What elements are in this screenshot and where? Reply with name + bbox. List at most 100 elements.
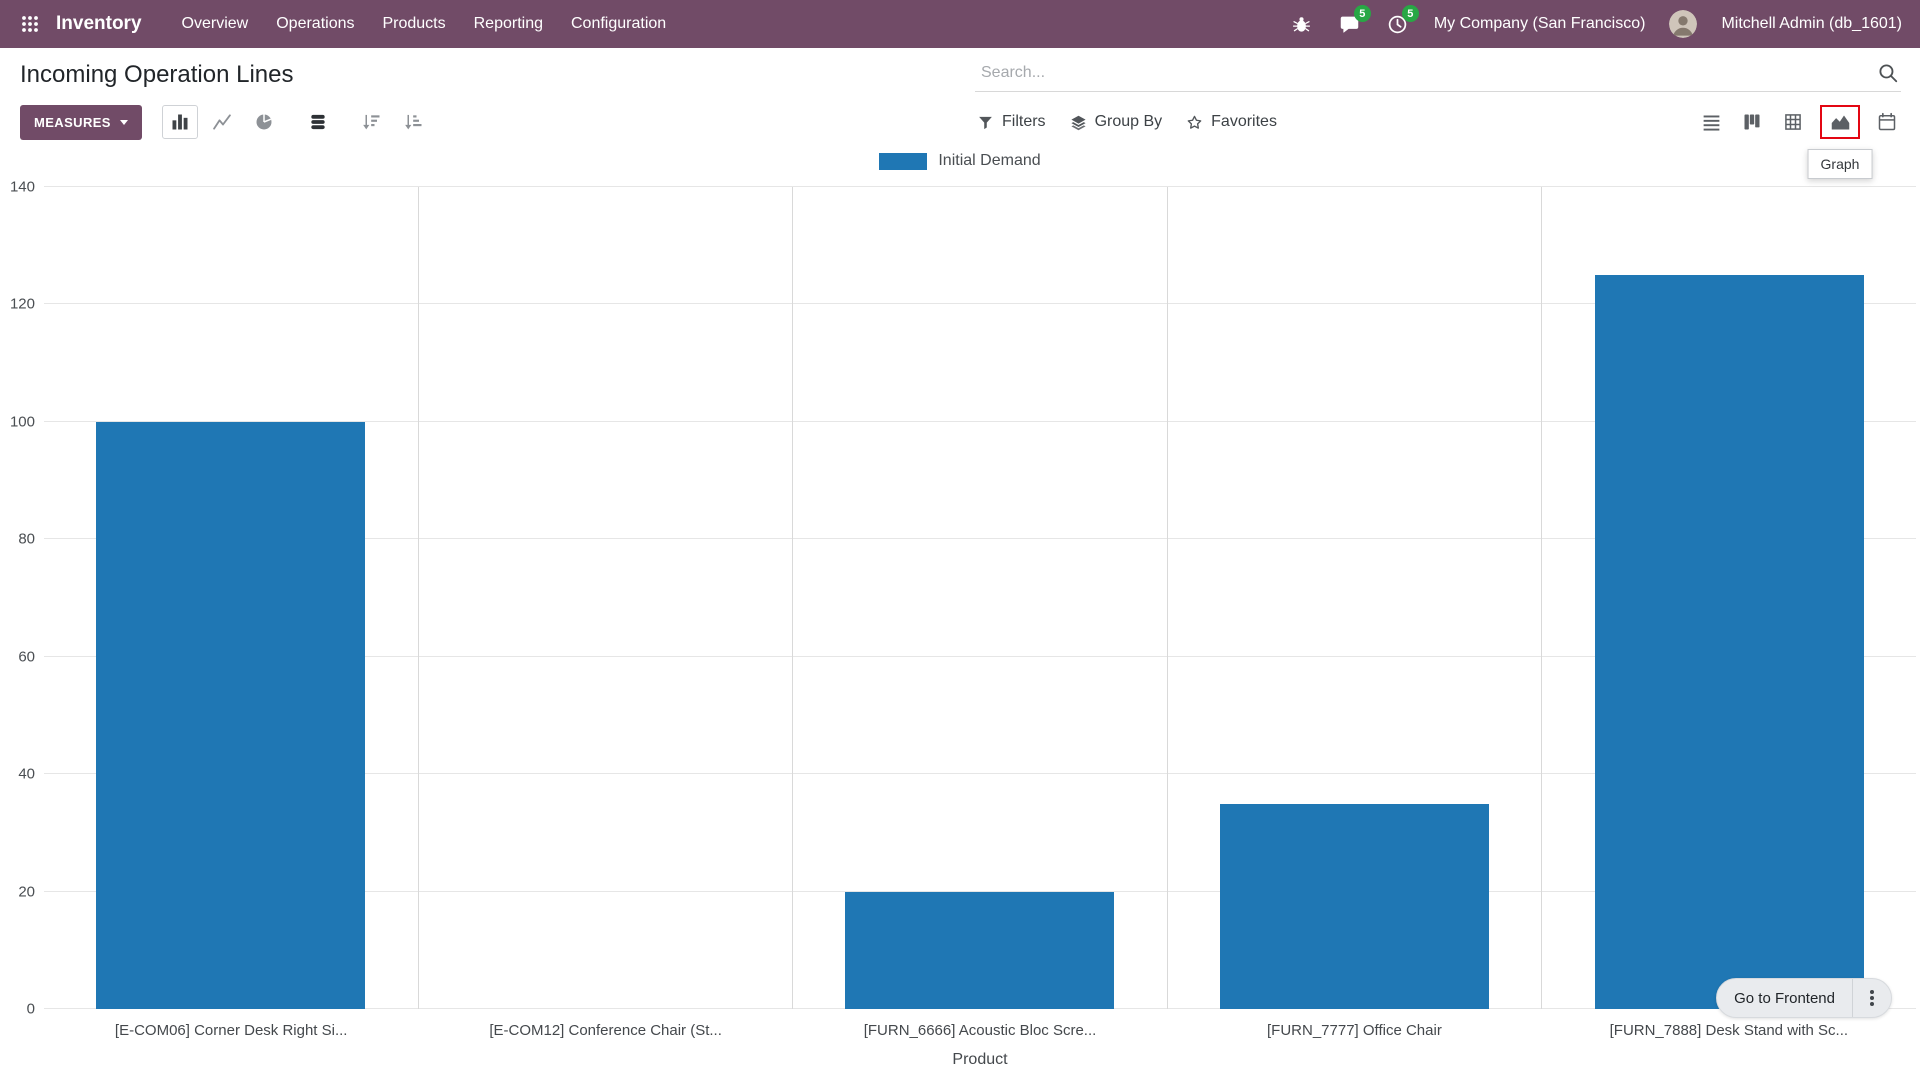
pivot-view-button[interactable] <box>1779 109 1807 135</box>
frontend-pill: Go to Frontend <box>1716 978 1892 1018</box>
messages-icon[interactable]: 5 <box>1338 5 1371 36</box>
graph-tooltip: Graph <box>1807 149 1873 179</box>
x-axis-category-label: [E-COM12] Conference Chair (St... <box>489 1022 722 1039</box>
go-to-frontend-button[interactable]: Go to Frontend <box>1717 979 1852 1017</box>
activities-icon[interactable]: 5 <box>1386 5 1419 36</box>
clock-icon <box>1389 15 1407 33</box>
chart-bar-4[interactable] <box>1594 275 1864 1009</box>
sort-ascending-button[interactable] <box>396 105 432 139</box>
group-by-button[interactable]: Group By <box>1070 113 1163 131</box>
list-view-button[interactable] <box>1697 109 1725 135</box>
x-axis-category-label: [FURN_6666] Acoustic Bloc Scre... <box>863 1022 1097 1039</box>
search-input[interactable] <box>981 64 1877 82</box>
filters-label: Filters <box>1002 113 1046 130</box>
navbar-right: 5 5 My Company (San Francisco) Mitchell … <box>1290 5 1902 38</box>
apps-grid-icon[interactable] <box>12 6 48 42</box>
pie-chart-icon <box>256 114 272 130</box>
calendar-view-button[interactable] <box>1873 109 1901 135</box>
h-gridline <box>44 186 1916 187</box>
chart-legend[interactable]: Initial Demand <box>0 152 1920 170</box>
graph-view-icon <box>1831 115 1849 129</box>
h-gridline <box>44 538 1916 540</box>
chart-area: Initial Demand 0 20 40 60 80 100 120 140 [E-COM… <box>0 146 1920 1080</box>
top-navbar: Inventory Overview Operations Products R… <box>0 0 1920 48</box>
avatar-image <box>1669 10 1698 38</box>
debug-bug-icon[interactable] <box>1290 12 1314 36</box>
nav-item-configuration[interactable]: Configuration <box>571 15 667 32</box>
group-by-label: Group By <box>1094 113 1163 130</box>
y-axis-tick-label: 0 <box>26 1000 35 1018</box>
sort-descending-button[interactable] <box>354 105 390 139</box>
header-row: Incoming Operation Lines <box>0 48 1920 96</box>
star-icon <box>1186 114 1203 131</box>
nav-item-products[interactable]: Products <box>382 15 446 32</box>
search-box <box>975 58 1901 92</box>
chart-plot: 0 20 40 60 80 100 120 140 <box>10 179 1916 1018</box>
control-panel: MEASURES <box>0 96 1920 179</box>
bug-icon <box>1293 16 1311 32</box>
legend-label: Initial Demand <box>938 152 1041 169</box>
user-menu[interactable]: Mitchell Admin (db_1601) <box>1721 15 1902 32</box>
pivot-view-icon <box>1785 114 1801 130</box>
x-axis-category-label: [E-COM06] Corner Desk Right Si... <box>114 1022 348 1039</box>
stacked-toggle-button[interactable] <box>300 105 336 139</box>
caret-down-icon <box>119 119 128 125</box>
sort-descending-icon <box>363 114 380 130</box>
search-icon[interactable] <box>1877 62 1899 84</box>
nav-item-operations[interactable]: Operations <box>276 15 355 32</box>
y-axis-tick-label: 140 <box>9 178 35 196</box>
chart-bar-3[interactable] <box>1220 803 1490 1009</box>
chart-column <box>417 187 793 1009</box>
chart-column <box>1541 187 1916 1009</box>
x-axis-category-label: [FURN_7888] Desk Stand with Sc... <box>1609 1022 1849 1039</box>
sort-ascending-icon <box>405 114 422 130</box>
graph-view-highlight <box>1820 105 1860 139</box>
nav-item-reporting[interactable]: Reporting <box>473 15 543 32</box>
line-chart-icon <box>213 114 231 130</box>
y-axis-tick-label: 40 <box>18 765 35 783</box>
graph-view-button[interactable] <box>1826 109 1854 135</box>
measures-button[interactable]: MEASURES <box>20 104 142 140</box>
h-gridline <box>44 773 1916 775</box>
chart-column <box>1166 187 1542 1009</box>
kebab-menu-button[interactable] <box>1853 979 1891 1017</box>
activities-badge: 5 <box>1401 5 1419 22</box>
page-title: Incoming Operation Lines <box>20 61 294 89</box>
chart-bar-0[interactable] <box>96 421 366 1009</box>
bar-chart-icon <box>172 114 188 130</box>
y-axis-tick-label: 100 <box>9 413 35 431</box>
h-gridline <box>44 420 1916 422</box>
nav-item-overview[interactable]: Overview <box>181 15 249 32</box>
chart-bar-2[interactable] <box>845 891 1115 1009</box>
pie-chart-button[interactable] <box>246 105 282 139</box>
h-gridline <box>44 890 1916 892</box>
chart-column <box>44 187 418 1009</box>
app-title[interactable]: Inventory <box>56 13 142 34</box>
chart-columns <box>44 187 1916 1009</box>
line-chart-button[interactable] <box>204 105 240 139</box>
kanban-view-icon <box>1744 114 1760 130</box>
measures-label: MEASURES <box>34 114 111 130</box>
grid-dots-icon <box>22 16 38 32</box>
navbar-menu: Overview Operations Products Reporting C… <box>168 0 681 48</box>
list-view-icon <box>1703 115 1719 131</box>
search-facets-and-views: Filters Group By Favorites <box>977 105 1901 179</box>
kanban-view-button[interactable] <box>1738 109 1766 135</box>
favorites-button[interactable]: Favorites <box>1186 113 1277 131</box>
y-axis-tick-label: 20 <box>18 883 35 901</box>
calendar-view-icon <box>1878 112 1896 131</box>
x-axis-title: Product <box>952 1051 1008 1068</box>
bar-chart-button[interactable] <box>161 105 198 139</box>
chart-column <box>792 187 1167 1009</box>
layers-icon <box>1070 114 1087 131</box>
messages-badge: 5 <box>1353 5 1371 22</box>
company-switcher[interactable]: My Company (San Francisco) <box>1433 15 1646 32</box>
graph-view-wrapper: Graph <box>1807 105 1873 179</box>
y-axis-tick-label: 80 <box>18 530 35 548</box>
kebab-menu-icon <box>1870 996 1874 1000</box>
filters-button[interactable]: Filters <box>977 113 1046 131</box>
stacked-icon <box>311 114 325 130</box>
legend-swatch <box>879 152 928 170</box>
y-axis-tick-label: 60 <box>18 648 35 666</box>
avatar[interactable] <box>1669 10 1698 38</box>
